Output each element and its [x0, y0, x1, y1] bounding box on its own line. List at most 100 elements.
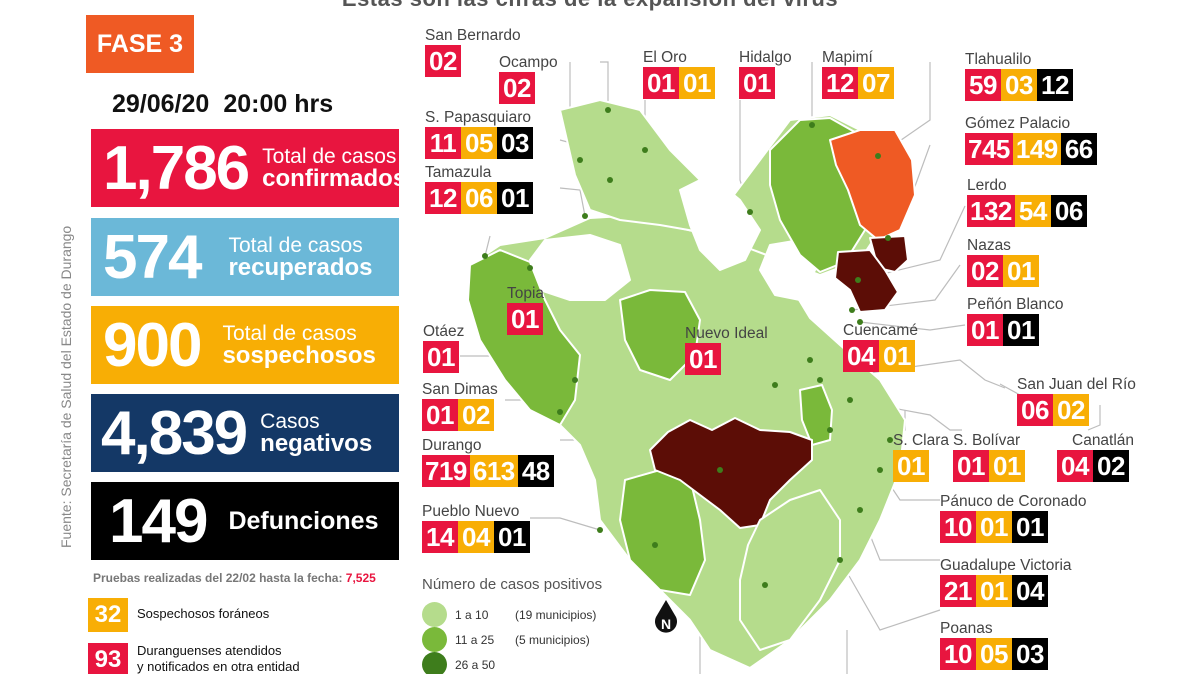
municipality-ocampo: Ocampo 02 [499, 53, 558, 104]
municipality-markers [482, 107, 893, 588]
confirmed-count: 02 [967, 255, 1003, 287]
deaths-count: 03 [1012, 638, 1048, 670]
negative-cases-panel: 4,839 Casos negativos [91, 394, 399, 472]
deaths-count: 01 [497, 182, 533, 214]
confirmed-count: 59 [965, 69, 1001, 101]
recovered-count: 01 [893, 450, 929, 482]
municipality-name: Otáez [423, 323, 465, 340]
legend-range: 26 a 50 [455, 657, 496, 672]
confirmed-count: 719 [422, 455, 470, 487]
municipality-lerdo: Lerdo 132 54 06 [967, 176, 1087, 227]
confirmed-count: 02 [499, 72, 535, 104]
deaths-count: 01 [494, 521, 530, 553]
recovered-count: 06 [461, 182, 497, 214]
other-state-value: 93 [88, 643, 128, 674]
svg-text:N: N [661, 616, 671, 632]
municipality-name: Tamazula [425, 164, 492, 181]
deaths-count: 04 [1012, 575, 1048, 607]
confirmed-count: 01 [422, 399, 458, 431]
legend-row-2: 11 a 25 (5 municipios) [422, 627, 590, 652]
municipality-tamazula: Tamazula 12 06 01 [425, 163, 533, 214]
municipality-name: Cuencamé [843, 322, 918, 339]
municipality-san-bernardo: San Bernardo 02 [425, 26, 521, 77]
municipality-name: Nazas [967, 237, 1011, 254]
municipality-tlahualilo: Tlahualilo 59 03 12 [965, 50, 1073, 101]
recovered-label-2: recuperados [228, 253, 373, 281]
confirmed-count: 01 [685, 343, 721, 375]
north-arrow-icon: N [655, 600, 677, 633]
recovered-count: 01 [1003, 255, 1039, 287]
municipality-guadalupe-victoria: Guadalupe Victoria 21 01 04 [940, 556, 1072, 607]
region-west-green [467, 249, 581, 426]
deaths-count: 02 [1093, 450, 1129, 482]
negative-label-2: negativos [260, 429, 373, 457]
municipality-name: Topia [507, 285, 545, 302]
confirmed-count: 01 [423, 341, 459, 373]
municipality-name: El Oro [643, 49, 687, 66]
region-white-north [679, 174, 761, 271]
confirmed-value: 1,786 [103, 133, 250, 203]
confirmed-count: 14 [422, 521, 458, 553]
municipality-nuevo-ideal: Nuevo Ideal 01 [685, 324, 768, 375]
municipality-s-papasquiaro: S. Papasquiaro 11 05 03 [425, 108, 533, 159]
recovered-count: 01 [879, 340, 915, 372]
region-durango-capital [649, 417, 813, 529]
recovered-count: 02 [1053, 394, 1089, 426]
recovered-count: 03 [1001, 69, 1037, 101]
foreign-suspected-value: 32 [88, 598, 128, 632]
deaths-count: 66 [1060, 133, 1097, 165]
confirmed-count: 132 [967, 195, 1015, 227]
legend-row-1: 1 a 10 (19 municipios) [422, 602, 596, 627]
confirmed-cases-panel: 1,786 Total de casos confirmados [91, 129, 406, 207]
confirmed-count: 02 [425, 45, 461, 77]
municipality-name: San Bernardo [425, 27, 521, 44]
municipality-name: Peñón Blanco [967, 296, 1064, 313]
municipality-name: Ocampo [499, 54, 558, 71]
negative-label-1: Casos [260, 409, 320, 433]
legend-swatch-dark-green [422, 652, 447, 674]
tests-performed: Pruebas realizadas del 22/02 hasta la fe… [93, 571, 376, 585]
municipality-otaez: Otáez 01 [423, 322, 464, 373]
recovered-count: 613 [469, 455, 518, 487]
deaths-count: 48 [517, 455, 554, 487]
recovered-count: 05 [976, 638, 1012, 670]
deaths-panel: 149 Defunciones [91, 482, 399, 560]
other-state-label: Duranguenses atendidos y notificados en … [137, 643, 300, 674]
phase-badge: FASE 3 [86, 15, 194, 73]
recovered-count: 07 [858, 67, 894, 99]
municipality-durango: Durango 719 613 48 [422, 436, 554, 487]
region-east-small-green [799, 384, 833, 446]
municipality-name: S. Papasquiaro [425, 109, 531, 126]
municipality-pueblo-nuevo: Pueblo Nuevo 14 04 01 [422, 502, 530, 553]
deaths-count: 01 [1012, 511, 1048, 543]
confirmed-label-1: Total de casos [262, 144, 397, 168]
municipality-name: Nuevo Ideal [685, 325, 768, 342]
municipality-name: San Dimas [422, 381, 498, 398]
confirmed-count: 04 [843, 340, 879, 372]
confirmed-count: 12 [822, 67, 858, 99]
date: 29/06/20 [112, 90, 210, 118]
deaths-label: Defunciones [228, 506, 379, 535]
municipality-el-oro: El Oro 01 01 [643, 48, 715, 99]
deaths-count: 01 [1003, 314, 1039, 346]
deaths-count: 06 [1050, 195, 1087, 227]
recovered-count: 149 [1012, 133, 1061, 165]
legend-count: (19 municipios) [515, 607, 597, 622]
municipality-hidalgo: Hidalgo 01 [739, 48, 792, 99]
date-time: 29/06/20 20:00 hrs [112, 90, 347, 119]
region-lerdo [834, 249, 899, 313]
municipality-s-bolivar: S. Bolívar 01 01 [953, 431, 1025, 482]
municipality-name: Hidalgo [739, 49, 792, 66]
municipality-shapes [467, 99, 916, 669]
region-tlahualilo [829, 129, 916, 241]
region-white-center [529, 234, 631, 301]
recovered-count: 01 [976, 575, 1012, 607]
municipality-mapimi: Mapimí 12 07 [822, 48, 894, 99]
confirmed-count: 04 [1057, 450, 1093, 482]
municipality-topia: Topia 01 [507, 284, 544, 335]
recovered-count: 01 [976, 511, 1012, 543]
confirmed-count: 01 [953, 450, 989, 482]
legend-row-3: 26 a 50 [422, 652, 515, 674]
municipality-name: S. Bolívar [953, 432, 1021, 449]
legend-count: (5 municipios) [515, 632, 590, 647]
